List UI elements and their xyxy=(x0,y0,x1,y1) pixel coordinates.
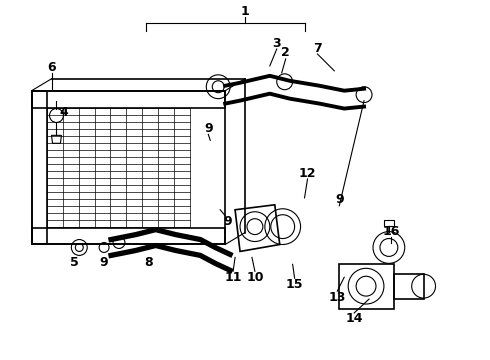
Text: 7: 7 xyxy=(313,41,322,54)
Text: 14: 14 xyxy=(345,312,363,325)
Text: 9: 9 xyxy=(100,256,108,269)
Text: 6: 6 xyxy=(47,61,56,75)
Text: 2: 2 xyxy=(281,46,290,59)
Text: 15: 15 xyxy=(286,278,303,291)
Text: 16: 16 xyxy=(382,225,399,238)
Bar xyxy=(384,220,394,226)
Text: 8: 8 xyxy=(145,256,153,269)
Text: 5: 5 xyxy=(70,256,79,269)
Text: 12: 12 xyxy=(299,167,316,180)
Text: 13: 13 xyxy=(329,291,346,303)
Text: 10: 10 xyxy=(246,271,264,284)
Text: 9: 9 xyxy=(335,193,343,206)
Text: 9: 9 xyxy=(224,215,232,228)
Text: 11: 11 xyxy=(224,271,242,284)
Text: 9: 9 xyxy=(204,122,213,135)
Text: 1: 1 xyxy=(241,5,249,18)
Text: 3: 3 xyxy=(272,37,281,50)
Text: 4: 4 xyxy=(59,106,68,119)
